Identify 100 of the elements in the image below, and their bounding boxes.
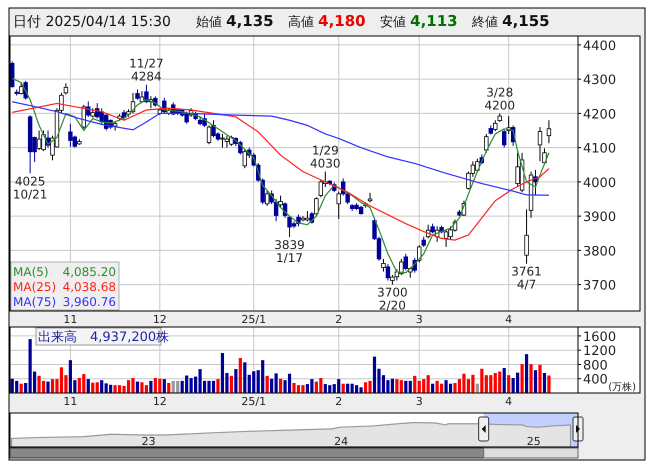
y-tick-label: 4300: [583, 73, 616, 88]
candlestick: [86, 100, 90, 118]
bar: [238, 358, 242, 393]
annotation: 3761 4/7: [511, 264, 542, 292]
candlestick: [538, 126, 542, 162]
text: MA(75) 3,960.76: [13, 295, 116, 309]
candlestick: [417, 244, 422, 263]
text: 安値 4,113: [380, 12, 458, 30]
bar: [230, 376, 233, 393]
bar: [20, 384, 23, 393]
bar: [131, 378, 135, 393]
y-tick-label: 3800: [583, 244, 616, 260]
bar: [220, 353, 224, 393]
candlestick: [90, 108, 95, 118]
bar: [547, 376, 551, 393]
x-tick-label: 4: [505, 313, 512, 326]
bar: [234, 369, 238, 393]
bar: [144, 385, 148, 393]
x-tick-label: 11: [63, 313, 78, 326]
y-tick-label: 4200: [583, 107, 616, 122]
bar: [296, 385, 300, 393]
y-tick-label: 4100: [583, 142, 616, 157]
candlestick: [546, 120, 552, 144]
x-tick-label: 4: [505, 395, 512, 408]
annotation: 11/27 4284: [129, 56, 164, 84]
candlestick: [430, 223, 435, 234]
candlestick: [524, 208, 529, 264]
bar: [448, 384, 452, 393]
bar: [372, 356, 376, 393]
bar: [216, 379, 220, 393]
candlestick: [444, 229, 448, 248]
bar: [520, 364, 524, 393]
text: MA(5) 4,085.20: [13, 265, 116, 279]
bar: [310, 379, 314, 393]
text: MA(25) 4,038.68: [13, 280, 116, 294]
bar: [167, 383, 170, 393]
candlestick: [64, 82, 68, 96]
candlestick: [381, 258, 386, 272]
x-tick-label: 25: [526, 435, 541, 448]
x-tick-label: 12: [152, 395, 167, 408]
y-tick-label: 800: [583, 358, 608, 374]
bar: [278, 378, 282, 393]
bar: [114, 385, 117, 393]
bar: [502, 368, 506, 393]
bar: [126, 380, 130, 393]
bar: [524, 354, 528, 393]
annotation: 3839 1/17: [274, 238, 305, 266]
y-tick-label: 1600: [583, 330, 616, 345]
bar: [301, 385, 305, 393]
candlestick: [368, 192, 372, 203]
bar: [158, 378, 162, 393]
bar: [431, 384, 434, 393]
x-tick-label: 3: [416, 313, 423, 326]
candlestick: [242, 148, 248, 169]
candlestick: [404, 253, 408, 271]
candlestick: [36, 130, 42, 151]
text: 終値 4,155: [471, 12, 550, 30]
bar: [462, 374, 466, 393]
y-tick-label: 3700: [583, 278, 616, 294]
candlestick: [264, 190, 270, 206]
bar: [266, 376, 269, 393]
x-tick-label: 25/1: [241, 313, 266, 326]
chart-title: 日付 2025/04/14 15:30: [13, 14, 171, 30]
annotation: 3700 2/20: [377, 286, 408, 313]
text: 高値 4,180: [288, 12, 366, 30]
bar: [507, 375, 510, 393]
candlestick: [314, 196, 319, 217]
bar: [60, 367, 64, 393]
candlestick: [184, 111, 189, 124]
candlestick: [318, 180, 324, 198]
candlestick: [422, 236, 426, 248]
bar: [118, 385, 122, 393]
y-tick-label: 4000: [583, 176, 616, 191]
bar: [538, 364, 542, 393]
candlestick: [390, 274, 395, 286]
bar: [86, 379, 90, 393]
candlestick: [448, 226, 453, 240]
text: 始値 4,135: [196, 12, 274, 30]
y-tick-label: 4400: [583, 38, 616, 54]
y-axis-title: (万株): [608, 381, 636, 393]
x-tick-label: 24: [334, 435, 348, 448]
candlestick: [18, 82, 24, 96]
candlestick: [206, 124, 212, 145]
bar: [400, 380, 403, 393]
candlestick: [502, 129, 506, 148]
bar: [319, 378, 322, 393]
bar: [390, 378, 394, 393]
candlestick: [484, 133, 489, 154]
bar: [46, 382, 50, 393]
x-tick-label: 2: [335, 313, 342, 326]
bar: [342, 384, 345, 393]
x-tick-label: 2: [335, 395, 342, 408]
candlestick: [336, 190, 341, 220]
bar: [534, 370, 538, 393]
y-tick-label: 400: [583, 372, 608, 388]
annotation: 3/28 4200: [484, 85, 516, 112]
annotation: 出来高 4,937,200株: [38, 329, 170, 345]
bar: [37, 376, 41, 393]
bar: [162, 379, 166, 393]
bar: [288, 374, 292, 393]
